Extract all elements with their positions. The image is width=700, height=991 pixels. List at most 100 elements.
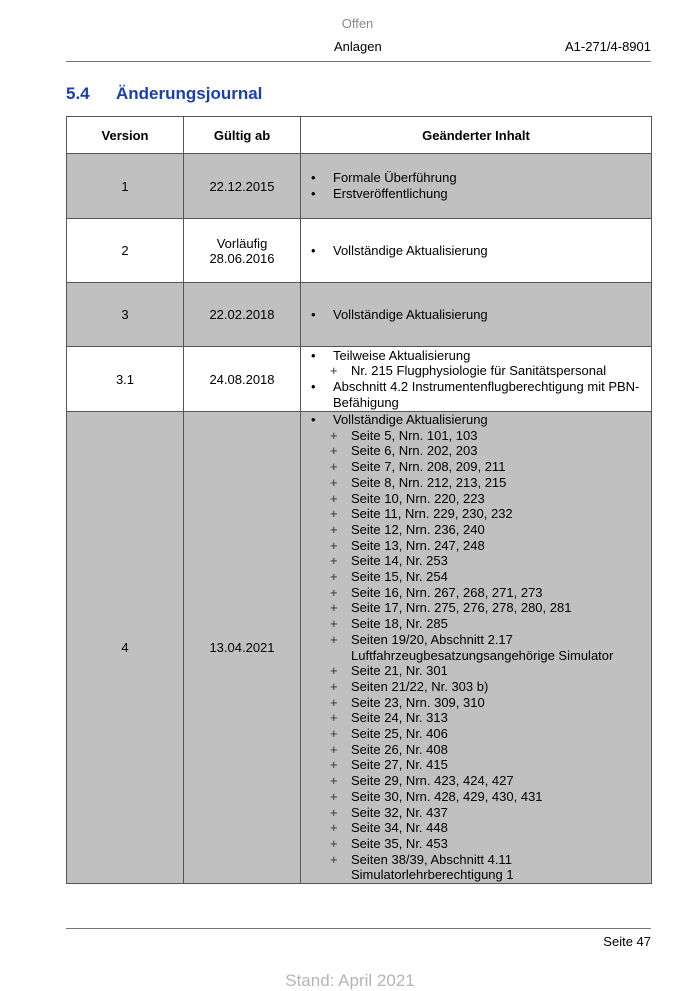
sub-list-item-text: Nr. 215 Flugphysiologie für Sanitätspers… bbox=[351, 363, 607, 379]
plus-icon: + bbox=[330, 788, 338, 804]
sub-list-item: + Seite 6, Nrn. 202, 203 bbox=[330, 443, 647, 459]
plus-icon: + bbox=[330, 427, 338, 443]
sub-list-item-text: Seite 17, Nrn. 275, 276, 278, 280, 281 bbox=[351, 600, 572, 616]
sub-list-item: + Seite 34, Nr. 448 bbox=[330, 820, 647, 836]
change-list: • Vollständige Aktualisierung bbox=[301, 243, 651, 259]
content-cell: • Teilweise Aktualisierung + Nr. 215 Flugph… bbox=[300, 346, 652, 412]
table-row: 3 22.02.2018 • Vollständige Aktualisierung bbox=[66, 282, 652, 347]
list-item: • Abschnitt 4.2 Instrumentenflugberechtig… bbox=[301, 379, 647, 410]
sub-list-item: + Seite 7, Nrn. 208, 209, 211 bbox=[330, 459, 647, 475]
sub-list-item: + Seite 26, Nr. 408 bbox=[330, 741, 647, 758]
plus-icon: + bbox=[330, 584, 338, 600]
sub-list-item: + Nr. 215 Flugphysiologie für Sanitätsper… bbox=[330, 363, 647, 379]
sub-list-item-text: Seite 18, Nr. 285 bbox=[351, 616, 448, 632]
plus-icon: + bbox=[330, 631, 338, 647]
footer-divider bbox=[66, 928, 651, 929]
sub-list-item: + Seite 29, Nrn. 423, 424, 427 bbox=[330, 773, 647, 789]
list-item: • Vollständige Aktualisierung bbox=[301, 243, 647, 259]
column-header-valid-from: Gültig ab bbox=[183, 116, 301, 154]
sub-list-item: + Seite 13, Nrn. 247, 248 bbox=[330, 537, 647, 554]
table-row: 2 Vorläufig 28.06.2016 • Vollständige Aktual… bbox=[66, 218, 652, 283]
content-cell: • Formale Überführung • Erstveröffentlichun… bbox=[300, 153, 652, 219]
sub-list: + Seite 5, Nrn. 101, 103 + Seite 6, Nrn. 20… bbox=[330, 427, 647, 883]
sub-list-item: + Seite 14, Nr. 253 bbox=[330, 553, 647, 569]
sub-list-item-text: Seite 21, Nr. 301 bbox=[351, 663, 448, 679]
content-cell: • Vollständige Aktualisierung bbox=[300, 282, 652, 347]
plus-icon: + bbox=[330, 600, 338, 616]
bullet-icon: • bbox=[311, 170, 316, 186]
plus-icon: + bbox=[330, 553, 338, 569]
sub-list-item: + Seite 15, Nr. 254 bbox=[330, 569, 647, 585]
list-item-text: Teilweise Aktualisierung bbox=[333, 347, 471, 363]
document-number: A1-271/4-8901 bbox=[564, 39, 651, 54]
date-text: 22.12.2015 bbox=[209, 178, 275, 194]
section-label: Anlagen bbox=[334, 39, 382, 54]
plus-icon: + bbox=[330, 506, 338, 522]
date-cell: Vorläufig 28.06.2016 bbox=[183, 218, 301, 283]
plus-icon: + bbox=[330, 490, 338, 506]
plus-icon: + bbox=[330, 820, 338, 836]
plus-icon: + bbox=[330, 835, 338, 851]
sub-list-item-text: Seite 16, Nrn. 267, 268, 271, 273 bbox=[351, 584, 543, 600]
plus-icon: + bbox=[330, 741, 338, 757]
plus-icon: + bbox=[330, 474, 338, 490]
list-item: • Formale Überführung bbox=[301, 170, 647, 186]
date-cell: 24.08.2018 bbox=[183, 346, 301, 412]
sub-list-item: + Seite 30, Nrn. 428, 429, 430, 431 bbox=[330, 788, 647, 805]
sub-list-item-text: Seite 12, Nrn. 236, 240 bbox=[351, 521, 485, 537]
sub-list-item-text: Seite 8, Nrn. 212, 213, 215 bbox=[351, 474, 507, 490]
date-cell: 13.04.2021 bbox=[183, 410, 301, 885]
sub-list-item-text: Seite 5, Nrn. 101, 103 bbox=[351, 427, 478, 443]
heading-number: 5.4 bbox=[66, 84, 90, 103]
sub-list-item-text: Seite 27, Nr. 415 bbox=[351, 757, 448, 773]
plus-icon: + bbox=[330, 459, 338, 475]
version-cell: 2 bbox=[66, 218, 184, 283]
page-number: Seite 47 bbox=[603, 934, 651, 949]
change-list: • Formale Überführung • Erstveröffentlichun… bbox=[301, 170, 651, 201]
sub-list-item: + Seiten 38/39, Abschnitt 4.11 Simulatorl… bbox=[330, 851, 647, 883]
plus-icon: + bbox=[330, 851, 338, 867]
header-divider bbox=[66, 61, 651, 62]
sub-list-item-text: Seite 26, Nr. 408 bbox=[351, 741, 448, 757]
sub-list-item: + Seite 21, Nr. 301 bbox=[330, 663, 647, 679]
sub-list-item-text: Seite 10, Nrn. 220, 223 bbox=[351, 490, 485, 506]
plus-icon: + bbox=[330, 710, 338, 726]
sub-list-item-text: Seiten 38/39, Abschnitt 4.11 Simulatorle… bbox=[351, 851, 514, 883]
content-cell: • Vollständige Aktualisierung + Seite 5, Nr… bbox=[300, 410, 652, 885]
version-cell: 3 bbox=[66, 282, 184, 347]
sub-list-item-text: Seite 35, Nr. 453 bbox=[351, 835, 448, 851]
plus-icon: + bbox=[330, 694, 338, 710]
plus-icon: + bbox=[330, 663, 338, 679]
sub-list-item-text: Seite 6, Nrn. 202, 203 bbox=[351, 443, 478, 459]
version-cell: 4 bbox=[66, 410, 184, 885]
table-row: 1 22.12.2015 • Formale Überführung • Erstverö… bbox=[66, 153, 652, 219]
sub-list-item-text: Seite 34, Nr. 448 bbox=[351, 820, 448, 836]
change-list: • Vollständige Aktualisierung + Seite 5, Nr… bbox=[301, 412, 651, 883]
change-list: • Vollständige Aktualisierung bbox=[301, 307, 651, 323]
list-item-text: Formale Überführung bbox=[333, 170, 457, 186]
list-item: • Vollständige Aktualisierung bbox=[301, 307, 647, 323]
date-cell: 22.02.2018 bbox=[183, 282, 301, 347]
table-row: 3.1 24.08.2018 • Teilweise Aktualisierung + N… bbox=[66, 346, 652, 412]
plus-icon: + bbox=[330, 521, 338, 537]
plus-icon: + bbox=[330, 773, 338, 789]
version-cell: 1 bbox=[66, 153, 184, 219]
stand-date: Stand: April 2021 bbox=[285, 971, 415, 990]
sub-list-item: + Seite 12, Nrn. 236, 240 bbox=[330, 521, 647, 538]
sub-list-item: + Seite 18, Nr. 285 bbox=[330, 616, 647, 632]
sub-list-item: + Seite 5, Nrn. 101, 103 bbox=[330, 427, 647, 444]
date-text: 13.04.2021 bbox=[209, 640, 275, 656]
column-header-version: Version bbox=[66, 116, 184, 154]
plus-icon: + bbox=[330, 537, 338, 553]
sub-list-item-text: Seite 24, Nr. 313 bbox=[351, 710, 448, 726]
table-row: 4 13.04.2021 • Vollständige Aktualisierung +… bbox=[66, 410, 652, 885]
sub-list-item-text: Seite 11, Nrn. 229, 230, 232 bbox=[351, 506, 513, 522]
sub-list-item: + Seite 10, Nrn. 220, 223 bbox=[330, 490, 647, 507]
list-item-text: Vollständige Aktualisierung bbox=[333, 306, 488, 322]
list-item-text: Erstveröffentlichung bbox=[333, 186, 448, 201]
plus-icon: + bbox=[330, 678, 338, 694]
sub-list-item: + Seite 8, Nrn. 212, 213, 215 bbox=[330, 474, 647, 491]
sub-list-item-text: Seite 14, Nr. 253 bbox=[351, 553, 448, 569]
bullet-icon: • bbox=[311, 242, 316, 258]
sub-list-item: + Seite 32, Nr. 437 bbox=[330, 805, 647, 821]
